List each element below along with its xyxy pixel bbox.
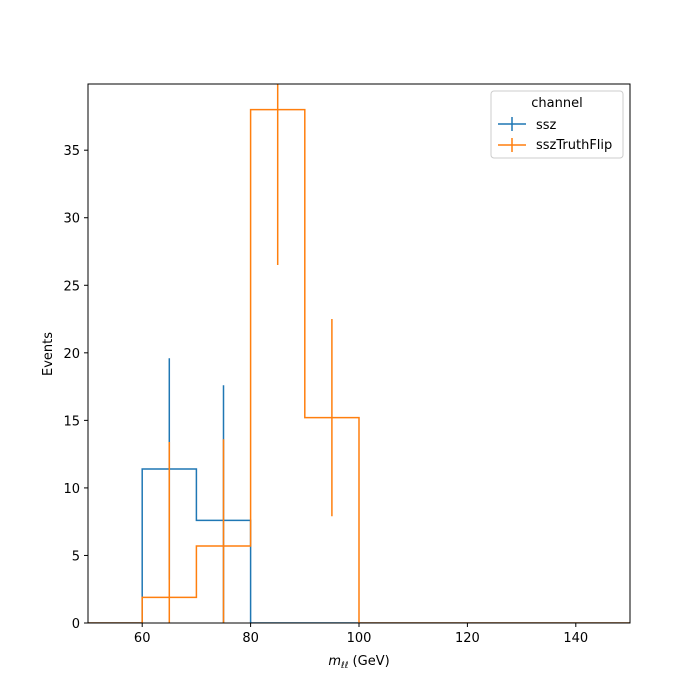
y-tick-label: 25	[63, 279, 80, 294]
y-axis-label: Events	[41, 332, 56, 376]
x-tick-label: 80	[242, 631, 259, 646]
x-axis: 60 80 100 120 140	[134, 623, 588, 646]
x-axis-label-sub: ℓℓ	[340, 661, 348, 671]
legend-title: channel	[531, 96, 582, 111]
legend-box	[490, 90, 624, 159]
y-axis: 0 5 10 15 20 25 30 35	[63, 144, 88, 632]
legend: channel ssz sszTruthFlip	[490, 90, 624, 159]
x-tick-label: 100	[347, 631, 372, 646]
x-axis-label: mℓℓ (GeV)	[328, 654, 389, 671]
series-ssztruthflip	[88, 84, 630, 623]
x-tick-label: 60	[134, 631, 151, 646]
series-layer	[88, 84, 630, 623]
x-tick-label: 140	[563, 631, 588, 646]
y-tick-label: 20	[63, 347, 80, 362]
y-tick-label: 35	[63, 144, 80, 159]
y-tick-label: 0	[72, 617, 80, 632]
y-tick-label: 30	[63, 212, 80, 227]
x-axis-label-main: m	[328, 654, 341, 669]
legend-entry-ssztruthflip: sszTruthFlip	[498, 138, 612, 153]
legend-entry-ssz: ssz	[498, 117, 557, 133]
y-tick-label: 10	[63, 482, 80, 497]
legend-label-ssztruthflip: sszTruthFlip	[536, 138, 612, 153]
y-tick-label: 5	[72, 549, 80, 564]
x-tick-label: 120	[455, 631, 480, 646]
step-line-ssz	[88, 468, 630, 623]
y-tick-label: 15	[63, 414, 80, 429]
x-axis-label-unit: (GeV)	[348, 654, 389, 669]
legend-label-ssz: ssz	[536, 118, 557, 133]
